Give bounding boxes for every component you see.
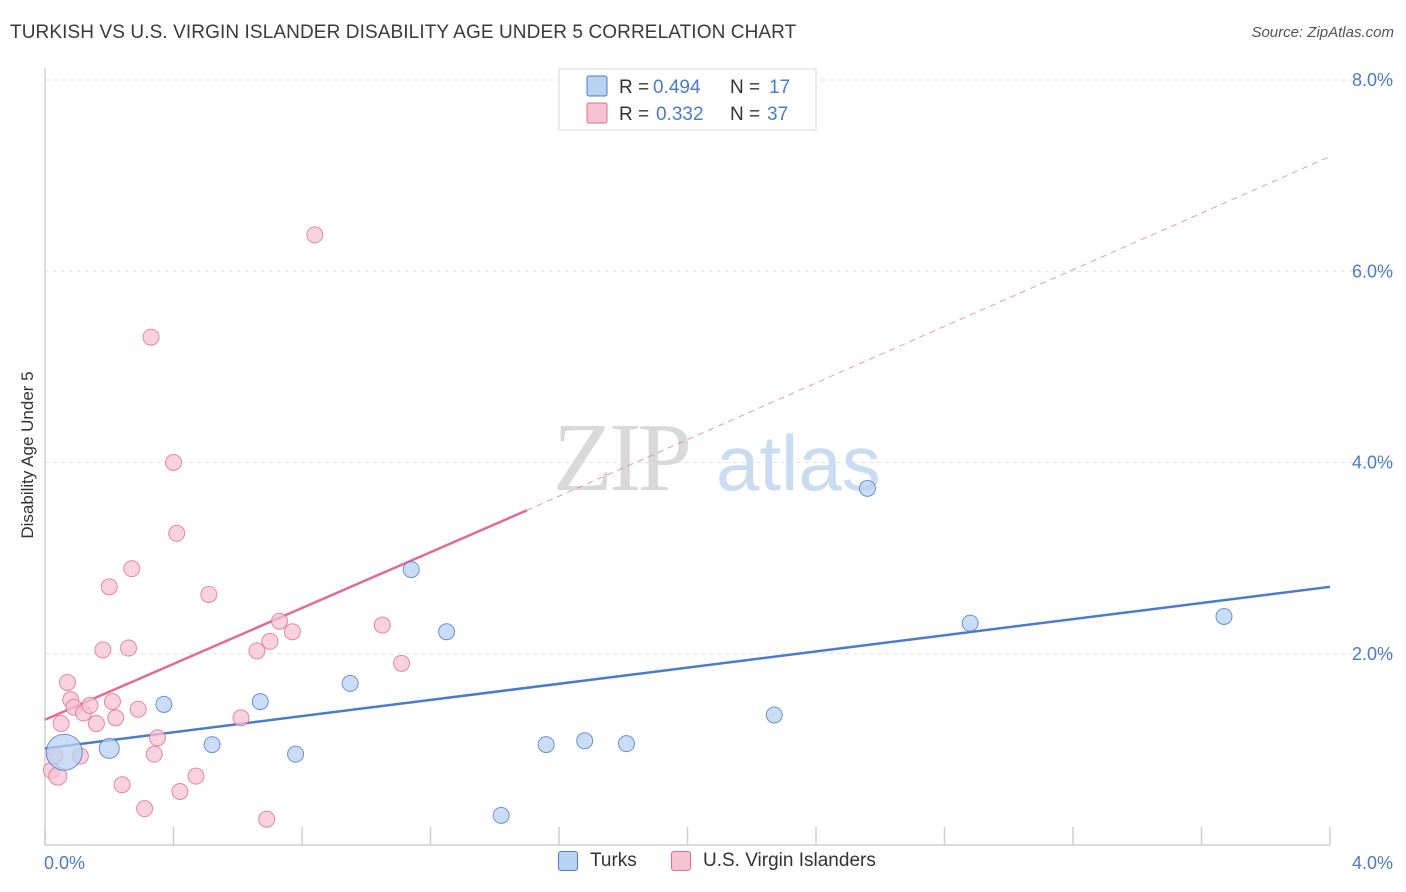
point-1-22[interactable] [148,729,166,747]
virgin-islanders-swatch [671,851,691,871]
watermark-zip: ZIP [553,404,688,512]
legend-item-turks[interactable]: Turks [558,850,637,872]
point-0-10[interactable] [537,736,555,754]
data-points [42,226,1233,828]
y-tick-label-0: 2.0% [1352,644,1393,664]
watermark-atlas: atlas [716,419,881,507]
point-0-11[interactable] [576,732,594,750]
point-0-9[interactable] [492,806,510,824]
legend-n-label-1: N = [730,77,760,98]
point-1-30[interactable] [258,810,276,828]
point-1-17[interactable] [123,560,141,578]
point-1-12[interactable] [100,578,118,596]
point-1-11[interactable] [94,641,112,659]
point-0-12[interactable] [617,735,635,753]
legend-label-turks: Turks [590,850,637,871]
legend-r-value-2: 0.332 [656,104,704,125]
correlation-legend: R = 0.494 N = 17 R = 0.332 N = 37 [558,68,817,131]
point-1-10[interactable] [87,715,105,733]
point-1-34[interactable] [306,226,324,244]
point-1-26[interactable] [187,767,205,785]
point-1-24[interactable] [168,524,186,542]
point-1-14[interactable] [107,709,125,727]
legend-n-label-2: N = [730,104,760,125]
point-0-15[interactable] [961,614,979,632]
point-1-3[interactable] [52,715,70,733]
legend-swatch-virgin-islanders [586,102,608,124]
point-0-5[interactable] [287,745,305,763]
point-1-29[interactable] [248,642,266,660]
point-0-4[interactable] [251,693,269,711]
source-label: Source: ZipAtlas.com [1251,24,1394,41]
legend-item-virgin-islanders[interactable]: U.S. Virgin Islanders [671,850,876,872]
point-0-0[interactable] [45,733,83,771]
turks-swatch [558,851,578,871]
point-1-23[interactable] [165,454,182,471]
point-0-7[interactable] [402,561,420,579]
point-1-35[interactable] [373,616,391,634]
point-1-36[interactable] [393,654,411,672]
legend-swatch-turks [586,75,608,97]
y-tick-labels: 2.0% 4.0% 6.0% 8.0% [1352,70,1393,664]
point-1-28[interactable] [232,709,250,727]
point-0-2[interactable] [155,695,173,713]
point-1-31[interactable] [261,632,279,650]
watermark: ZIP atlas [553,404,881,512]
point-0-14[interactable] [858,479,876,497]
point-0-6[interactable] [341,674,359,692]
point-1-25[interactable] [171,782,189,800]
point-1-13[interactable] [103,693,121,711]
point-1-32[interactable] [271,612,289,630]
legend-r-value-1: 0.494 [653,77,701,98]
point-1-19[interactable] [136,800,154,818]
x-ticks [44,827,1331,845]
point-1-20[interactable] [142,328,160,346]
x-tick-label-min: 0.0% [44,853,85,873]
point-0-8[interactable] [438,623,456,641]
legend-r-label-2: R = [619,104,649,125]
x-tick-label-max: 4.0% [1352,853,1393,873]
legend-n-value-2: 37 [767,104,788,125]
trend-line-0 [44,585,1331,750]
point-1-4[interactable] [58,673,76,691]
y-tick-label-1: 4.0% [1352,453,1393,473]
y-tick-label-3: 8.0% [1352,70,1393,90]
point-1-15[interactable] [113,776,131,794]
gridlines [45,79,1393,655]
point-0-1[interactable] [98,737,120,759]
point-0-3[interactable] [203,736,221,754]
series-legend: Turks U.S. Virgin Islanders [0,850,1406,880]
point-0-13[interactable] [765,706,783,724]
legend-n-value-1: 17 [769,77,790,98]
legend-label-virgin-islanders: U.S. Virgin Islanders [703,850,876,871]
trend-line-extension-1 [526,156,1331,511]
trend-line-1 [44,509,528,721]
point-1-9[interactable] [81,696,99,714]
point-1-18[interactable] [129,700,147,718]
point-1-21[interactable] [145,745,163,763]
point-1-27[interactable] [200,585,218,603]
point-1-16[interactable] [120,639,138,657]
trend-lines [44,156,1331,750]
point-1-33[interactable] [283,623,301,641]
chart-title: TURKISH VS U.S. VIRGIN ISLANDER DISABILI… [10,22,797,43]
legend-r-label-1: R = [619,77,649,98]
y-tick-label-2: 6.0% [1352,261,1393,281]
point-0-16[interactable] [1215,607,1233,625]
